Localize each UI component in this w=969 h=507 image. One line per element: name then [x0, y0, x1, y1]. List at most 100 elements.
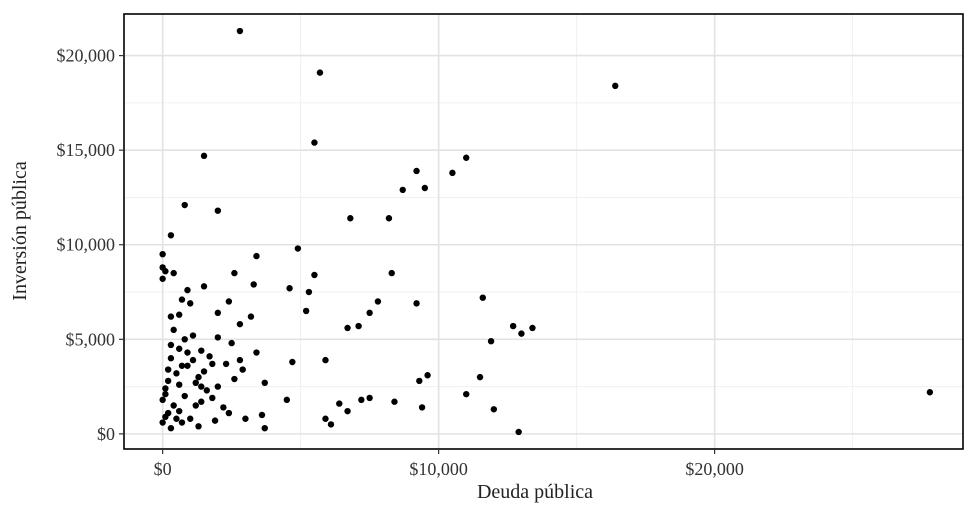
- data-point: [476, 373, 484, 381]
- data-point: [178, 419, 186, 426]
- data-point: [214, 207, 222, 214]
- data-point: [184, 349, 191, 356]
- data-point: [167, 355, 175, 362]
- data-point: [187, 300, 194, 307]
- data-point: [283, 396, 291, 404]
- data-point: [253, 349, 260, 356]
- data-point: [358, 396, 365, 404]
- data-point: [391, 398, 398, 405]
- data-point: [167, 341, 175, 349]
- data-point: [399, 186, 406, 194]
- data-point: [220, 404, 227, 411]
- data-point: [336, 400, 343, 407]
- data-point: [385, 215, 393, 222]
- data-point: [416, 377, 423, 385]
- major-gridlines: [124, 14, 963, 449]
- data-point: [509, 322, 517, 330]
- data-point: [195, 423, 202, 430]
- minor-gridlines: [124, 14, 963, 449]
- y-axis-ticks: $0 $5,000 $10,000 $15,000 $20,000: [57, 46, 124, 444]
- data-point: [322, 356, 329, 364]
- data-point: [178, 296, 186, 303]
- data-point: [463, 154, 470, 161]
- data-point: [198, 347, 205, 354]
- data-point: [316, 69, 324, 76]
- data-point: [203, 387, 210, 394]
- data-point: [211, 417, 219, 424]
- data-point: [173, 415, 180, 422]
- x-tick-label: $0: [154, 459, 172, 479]
- data-point: [347, 215, 354, 222]
- data-point: [355, 322, 362, 330]
- data-point: [214, 309, 222, 317]
- data-point: [612, 82, 619, 90]
- data-point: [167, 313, 175, 320]
- data-point: [239, 366, 246, 373]
- data-point: [311, 271, 318, 279]
- y-tick-label: $5,000: [66, 329, 116, 349]
- data-point: [181, 336, 188, 343]
- data-point: [214, 334, 222, 341]
- data-point: [418, 404, 426, 411]
- data-point: [209, 360, 216, 368]
- y-tick-label: $0: [97, 424, 115, 444]
- data-point: [170, 269, 177, 277]
- data-point: [289, 358, 296, 366]
- data-point: [327, 421, 335, 428]
- data-point: [225, 298, 233, 305]
- data-point: [424, 372, 431, 379]
- data-point: [413, 300, 420, 307]
- y-tick-label: $20,000: [57, 46, 116, 66]
- data-point: [322, 415, 329, 422]
- data-point: [159, 275, 166, 282]
- data-point: [198, 383, 205, 390]
- data-point: [170, 402, 177, 409]
- data-point: [366, 394, 373, 402]
- data-point: [164, 366, 172, 373]
- data-point: [242, 415, 249, 422]
- data-point: [173, 370, 180, 377]
- data-point: [200, 152, 208, 160]
- data-point: [189, 332, 197, 339]
- data-point: [209, 394, 216, 402]
- data-point: [518, 330, 525, 337]
- data-point: [413, 167, 420, 175]
- data-point: [388, 269, 395, 277]
- data-point: [374, 298, 382, 305]
- data-point: [302, 307, 310, 315]
- data-point: [236, 27, 244, 35]
- data-point: [181, 201, 188, 209]
- data-point: [189, 356, 197, 364]
- data-point: [449, 169, 456, 177]
- data-point: [178, 362, 186, 369]
- data-point: [247, 313, 255, 320]
- data-point: [206, 353, 213, 360]
- data-point: [236, 356, 244, 364]
- data-point: [164, 377, 172, 385]
- data-point: [162, 268, 169, 275]
- data-point: [231, 269, 238, 277]
- data-point: [529, 324, 536, 332]
- data-point: [214, 383, 222, 390]
- data-point: [184, 362, 191, 369]
- data-point: [515, 428, 522, 436]
- data-point: [200, 368, 208, 375]
- data-point: [261, 424, 268, 432]
- data-point: [286, 285, 293, 292]
- data-point: [344, 407, 351, 415]
- data-point: [926, 389, 934, 396]
- data-point: [162, 390, 169, 398]
- y-tick-label: $10,000: [57, 235, 116, 255]
- data-point: [170, 326, 177, 334]
- data-point: [192, 402, 199, 409]
- data-point: [162, 385, 169, 392]
- data-point: [479, 294, 486, 301]
- data-point: [231, 375, 238, 383]
- data-point: [159, 396, 166, 404]
- data-point: [175, 345, 183, 352]
- data-point: [175, 311, 183, 318]
- y-tick-label: $15,000: [57, 140, 116, 160]
- data-point: [236, 320, 244, 328]
- data-point: [187, 415, 194, 422]
